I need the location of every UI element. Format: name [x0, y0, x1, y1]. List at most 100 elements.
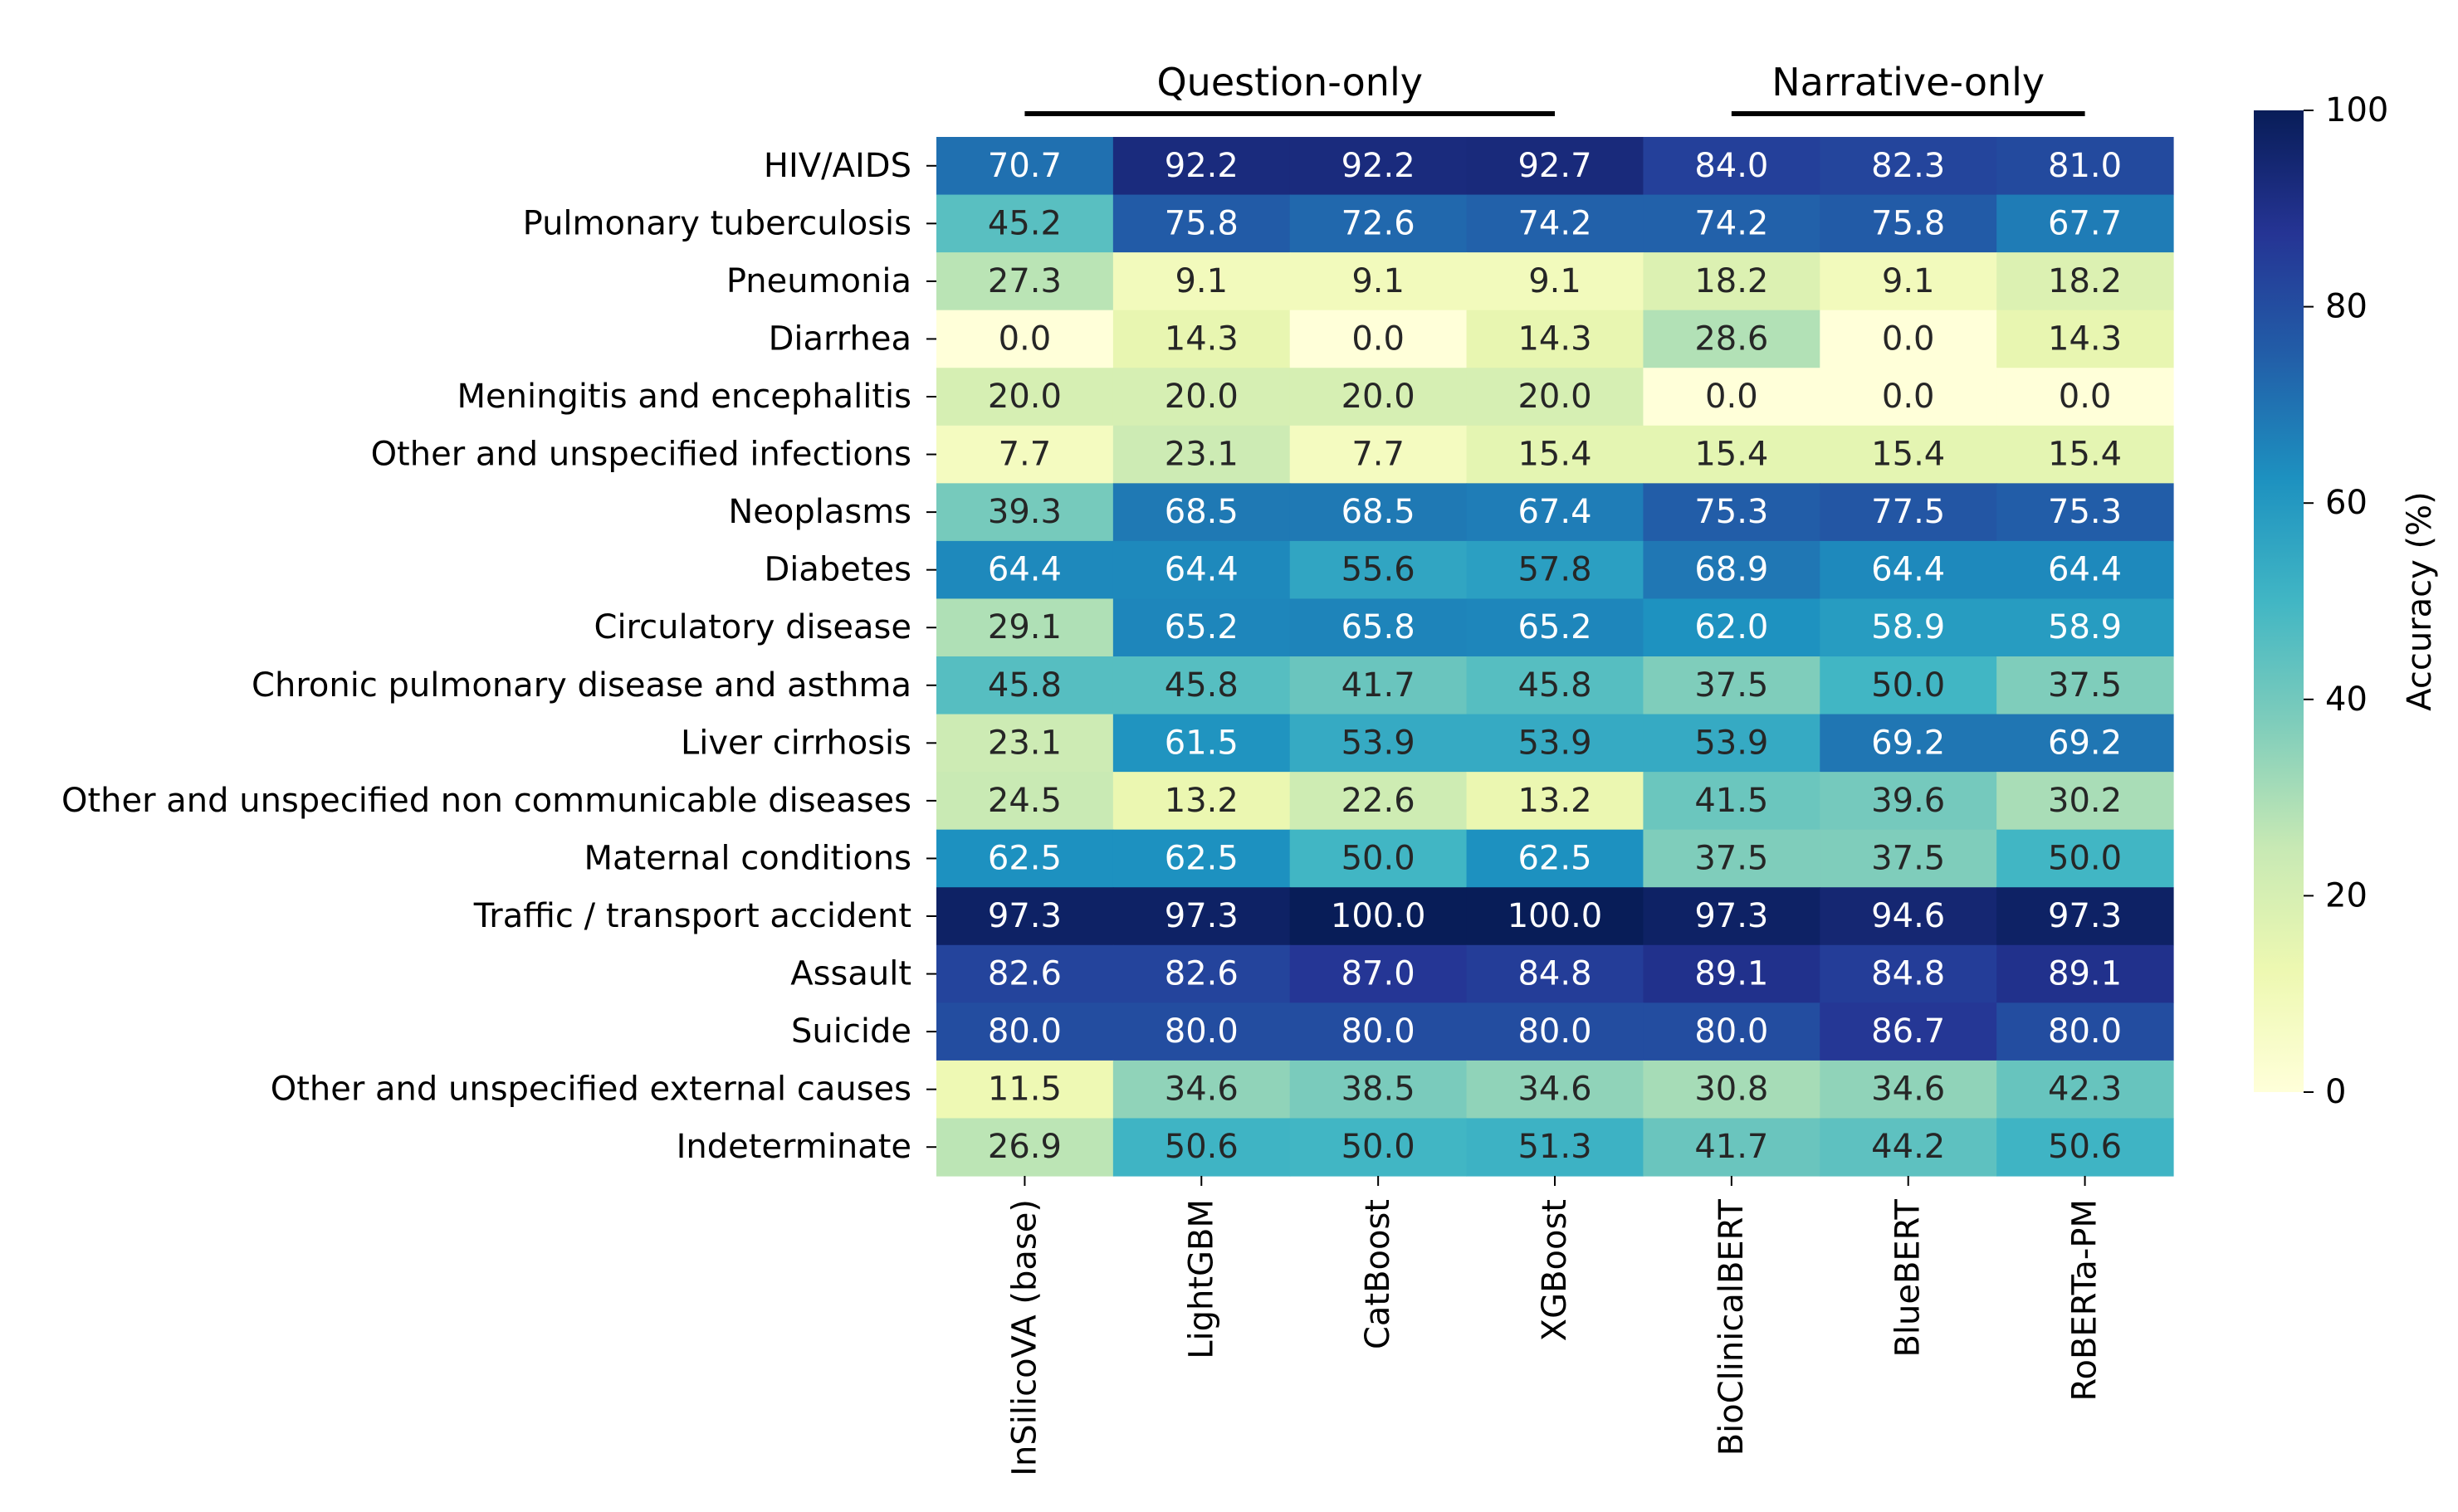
heatmap-cell: [1289, 1002, 1468, 1061]
cell-value-label: 20.0: [1517, 378, 1591, 416]
cell-value-label: 9.1: [1175, 262, 1228, 300]
heatmap-cell: [936, 1060, 1114, 1119]
heatmap-cell: [1289, 252, 1468, 311]
heatmap-cell: [1112, 1118, 1291, 1177]
cell-value-label: 65.8: [1341, 608, 1415, 646]
row-label: Other and unspecified infections: [371, 436, 911, 474]
cell-value-label: 68.5: [1341, 493, 1415, 531]
heatmap-cell: [1289, 1060, 1468, 1119]
row-label: Assault: [790, 955, 911, 993]
heatmap-cell: [936, 656, 1114, 715]
heatmap-cell: [1643, 137, 1820, 196]
heatmap-cell: [936, 714, 1114, 773]
row-label: Liver cirrhosis: [681, 724, 911, 762]
row-label: Pulmonary tuberculosis: [523, 204, 911, 242]
heatmap-cell: [1996, 1002, 2174, 1061]
group-label: Question-only: [1156, 60, 1423, 105]
heatmap-cell: [936, 425, 1114, 484]
cell-value-label: 37.5: [2048, 666, 2122, 705]
heatmap-cell: [936, 194, 1114, 253]
cell-value-label: 92.7: [1517, 147, 1591, 185]
heatmap-cell: [1996, 194, 2174, 253]
heatmap-cell: [1289, 772, 1468, 831]
column-label: XGBoost: [1536, 1199, 1574, 1341]
cell-value-label: 15.4: [2048, 436, 2122, 474]
heatmap-cell: [936, 540, 1114, 600]
heatmap-cell: [1996, 772, 2174, 831]
row-label: Maternal conditions: [584, 839, 911, 877]
heatmap-cell: [1466, 137, 1644, 196]
cell-value-label: 14.3: [1165, 319, 1239, 358]
column-group-brackets: Question-only Narrative-only: [1024, 60, 2085, 116]
heatmap-cell: [1643, 598, 1820, 657]
cell-value-label: 77.5: [1871, 493, 1945, 531]
colorbar-label: Accuracy (%): [2401, 491, 2439, 711]
heatmap-cell: [1289, 829, 1468, 888]
cell-value-label: 0.0: [2059, 378, 2112, 416]
heatmap-cell: [1112, 137, 1291, 196]
heatmap-cell: [1643, 425, 1820, 484]
cell-value-label: 45.8: [1517, 666, 1591, 705]
cell-value-label: 23.1: [1165, 436, 1239, 474]
heatmap-cells: [936, 137, 2174, 1177]
cell-value-label: 57.8: [1517, 551, 1591, 589]
heatmap-cell: [1466, 598, 1644, 657]
heatmap-cell: [1643, 310, 1820, 368]
cell-value-label: 80.0: [1165, 1012, 1239, 1051]
heatmap-cell: [1289, 887, 1468, 946]
heatmap-cell: [936, 944, 1114, 1003]
cell-value-label: 0.0: [1882, 319, 1935, 358]
heatmap-cell: [1820, 252, 1997, 311]
heatmap-cell: [1112, 598, 1291, 657]
row-axis: HIV/AIDS Pulmonary tuberculosis Pneumonia D…: [61, 147, 936, 1166]
column-label: BlueBERT: [1889, 1198, 1928, 1357]
row-label: Meningitis and encephalitis: [457, 378, 911, 416]
heatmap-cell: [936, 310, 1114, 368]
cell-value-label: 64.4: [988, 551, 1062, 589]
cell-value-label: 34.6: [1517, 1071, 1591, 1109]
cell-value-label: 15.4: [1517, 436, 1591, 474]
cell-value-label: 42.3: [2048, 1071, 2122, 1109]
cell-value-label: 45.8: [1165, 666, 1239, 705]
cell-value-label: 64.4: [1165, 551, 1239, 589]
cell-value-label: 20.0: [1341, 378, 1415, 416]
heatmap-cell: [1466, 772, 1644, 831]
cell-value-label: 72.6: [1341, 204, 1415, 242]
cell-value-label: 80.0: [2048, 1012, 2122, 1051]
heatmap-cell: [1820, 137, 1997, 196]
cell-value-label: 84.8: [1871, 955, 1945, 993]
heatmap-cell: [1289, 137, 1468, 196]
heatmap-cell: [1466, 1118, 1644, 1177]
cell-value-label: 50.6: [1165, 1128, 1239, 1166]
row-label: Diabetes: [764, 551, 911, 589]
cell-value-label: 9.1: [1882, 262, 1935, 300]
heatmap-cell: [1996, 540, 2174, 600]
heatmap-cell: [1996, 829, 2174, 888]
heatmap-cell: [1466, 310, 1644, 368]
cell-value-label: 13.2: [1165, 782, 1239, 820]
cell-value-label: 7.7: [999, 436, 1052, 474]
cell-value-label: 45.8: [988, 666, 1062, 705]
cell-value-labels: 70.7 92.2 92.2 92.7 84.0 82.3 81.0 45.2 75.8 72.6…: [988, 147, 2122, 1166]
cell-value-label: 75.8: [1165, 204, 1239, 242]
colorbar-tick-label: 0: [2325, 1073, 2346, 1111]
cell-value-label: 18.2: [2048, 262, 2122, 300]
heatmap-cell: [1112, 194, 1291, 253]
heatmap-cell: [1643, 714, 1820, 773]
cell-value-label: 0.0: [1882, 378, 1935, 416]
cell-value-label: 89.1: [2048, 955, 2122, 993]
cell-value-label: 13.2: [1517, 782, 1591, 820]
cell-value-label: 74.2: [1517, 204, 1591, 242]
heatmap-cell: [936, 887, 1114, 946]
cell-value-label: 53.9: [1694, 724, 1768, 762]
heatmap-cell: [1112, 1060, 1291, 1119]
heatmap-cell: [1112, 483, 1291, 542]
cell-value-label: 53.9: [1517, 724, 1591, 762]
row-label: Other and unspecified non communicable d…: [61, 782, 911, 820]
heatmap-cell: [1820, 310, 1997, 368]
heatmap-cell: [1996, 310, 2174, 368]
heatmap-cell: [1820, 1002, 1997, 1061]
cell-value-label: 64.4: [2048, 551, 2122, 589]
cell-value-label: 65.2: [1517, 608, 1591, 646]
heatmap-cell: [1643, 1118, 1820, 1177]
